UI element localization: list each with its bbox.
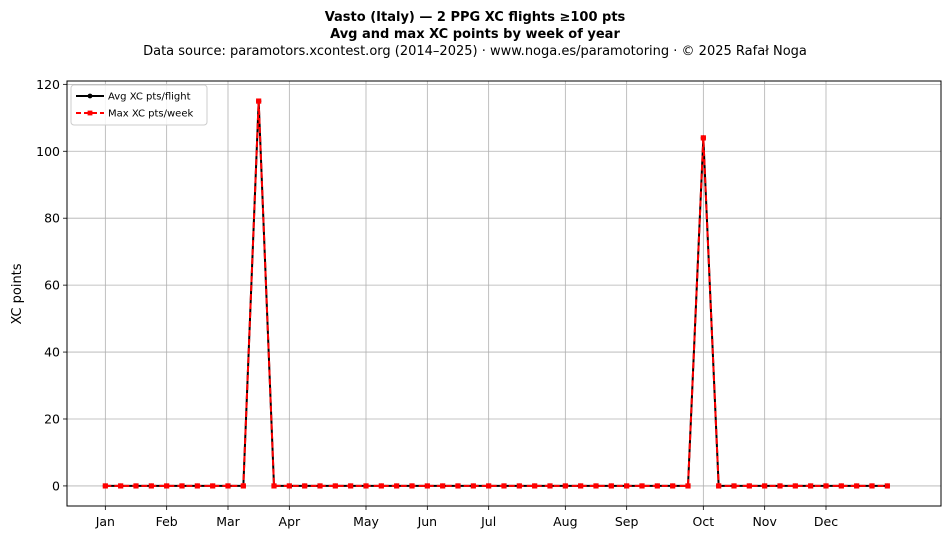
- data-point: [731, 483, 737, 489]
- plot-frame: [66, 80, 942, 507]
- series-max: [102, 98, 890, 489]
- data-point: [302, 483, 308, 489]
- data-point: [286, 483, 292, 489]
- x-tick-label: Dec: [814, 514, 838, 529]
- data-point: [792, 483, 798, 489]
- data-point: [578, 483, 584, 489]
- data-point: [225, 483, 231, 489]
- legend-label: Max XC pts/week: [108, 109, 193, 120]
- data-point: [118, 483, 124, 489]
- y-tick-label: 80: [44, 211, 60, 226]
- data-point: [470, 483, 476, 489]
- data-point: [532, 483, 538, 489]
- y-tick-label: 40: [44, 345, 60, 360]
- data-point: [639, 483, 645, 489]
- data-point: [823, 483, 829, 489]
- data-point: [363, 483, 369, 489]
- data-point: [854, 483, 860, 489]
- chart-source-note: Data source: paramotors.xcontest.org (20…: [143, 44, 807, 59]
- data-point: [746, 483, 752, 489]
- x-tick-label: Feb: [156, 514, 178, 529]
- data-point: [654, 483, 660, 489]
- series-avg: [102, 98, 890, 489]
- x-tick-label: Aug: [553, 514, 577, 529]
- data-point: [378, 483, 384, 489]
- data-point: [348, 483, 354, 489]
- data-point: [547, 483, 553, 489]
- data-point: [394, 483, 400, 489]
- legend-marker: [87, 93, 93, 99]
- x-axis-ticks: Jan Feb Mar Apr May Jun Jul Aug Sep Oct Nov Dec: [95, 506, 838, 529]
- x-tick-label: Sep: [615, 514, 639, 529]
- y-axis-ticks: 0 20 40 60 80 100 120: [36, 77, 67, 493]
- data-point: [838, 483, 844, 489]
- y-tick-label: 60: [44, 278, 60, 293]
- data-point: [194, 483, 200, 489]
- data-point: [777, 483, 783, 489]
- x-tick-label: May: [353, 514, 379, 529]
- data-point: [148, 483, 154, 489]
- data-point: [884, 483, 890, 489]
- data-point: [133, 483, 139, 489]
- series-line: [105, 100, 888, 487]
- series-line: [105, 100, 888, 487]
- data-point: [700, 135, 706, 141]
- data-point: [409, 483, 415, 489]
- legend-marker: [87, 110, 93, 116]
- legend-label: Avg XC pts/flight: [108, 92, 191, 103]
- chart-title-block: Vasto (Italy) — 2 PPG XC flights ≥100 pt…: [0, 9, 950, 60]
- data-point: [593, 483, 599, 489]
- data-point: [716, 483, 722, 489]
- data-point: [256, 98, 262, 104]
- data-point: [317, 483, 323, 489]
- data-point: [562, 483, 568, 489]
- y-axis-label: XC points: [10, 263, 25, 324]
- grid-lines: [67, 81, 941, 506]
- data-point: [240, 483, 246, 489]
- data-point: [179, 483, 185, 489]
- data-point: [624, 483, 630, 489]
- data-point: [164, 483, 170, 489]
- data-point: [271, 483, 277, 489]
- x-tick-label: Mar: [216, 514, 240, 529]
- data-point: [608, 483, 614, 489]
- y-tick-label: 100: [36, 144, 60, 159]
- data-point: [501, 483, 507, 489]
- data-point: [685, 483, 691, 489]
- x-tick-label: Jan: [95, 514, 115, 529]
- y-tick-label: 20: [44, 411, 60, 426]
- data-point: [102, 483, 108, 489]
- y-tick-label: 120: [36, 77, 60, 92]
- data-point: [869, 483, 875, 489]
- data-point: [486, 483, 492, 489]
- data-point: [424, 483, 430, 489]
- y-tick-label: 0: [52, 478, 60, 493]
- x-tick-label: Apr: [279, 514, 301, 529]
- x-tick-label: Jul: [480, 514, 496, 529]
- legend-box: [70, 84, 208, 126]
- data-point: [762, 483, 768, 489]
- chart-subtitle: Avg and max XC points by week of year: [330, 27, 620, 42]
- x-tick-label: Jun: [417, 514, 438, 529]
- data-point: [670, 483, 676, 489]
- chart-title: Vasto (Italy) — 2 PPG XC flights ≥100 pt…: [324, 10, 626, 25]
- data-point: [332, 483, 338, 489]
- data-point: [808, 483, 814, 489]
- data-point: [516, 483, 522, 489]
- legend: Avg XC pts/flight Max XC pts/week: [70, 84, 208, 126]
- data-point: [210, 483, 216, 489]
- x-tick-label: Nov: [752, 514, 777, 529]
- data-point: [440, 483, 446, 489]
- x-tick-label: Oct: [693, 514, 715, 529]
- series-layer: [102, 98, 890, 489]
- data-point: [455, 483, 461, 489]
